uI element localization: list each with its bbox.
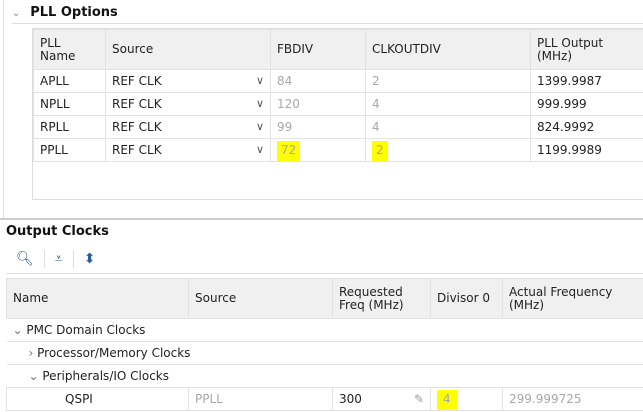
output-clocks-table: Name Source Requested Freq (MHz) Divisor…	[6, 278, 643, 411]
header-fbdiv: FBDIV	[270, 29, 366, 70]
fbdiv-value: 120	[277, 97, 300, 111]
pll-output: 1399.9987	[530, 69, 643, 93]
chevron-down-icon[interactable]: ∨	[255, 143, 264, 156]
splitter[interactable]	[0, 218, 643, 220]
fbdiv-cell[interactable]: 120	[270, 92, 366, 116]
fbdiv-cell[interactable]: 99	[270, 115, 366, 139]
fbdiv-cell[interactable]: 72	[270, 138, 366, 162]
chevron-down-icon[interactable]: ⌄	[12, 323, 27, 337]
pll-name: APLL	[33, 69, 106, 93]
source-select[interactable]: REF CLK ∨	[105, 69, 271, 93]
search-icon[interactable]: 🔍︎	[16, 250, 34, 267]
header-divisor: Divisor 0	[430, 278, 503, 319]
pll-output: 1199.9989	[530, 138, 643, 162]
pll-row: PPLL REF CLK ∨ 72 2 1199.9989	[33, 138, 643, 162]
source-value: REF CLK	[112, 74, 162, 88]
clkoutdiv-cell[interactable]: 2	[365, 138, 531, 162]
group-label: Peripherals/IO Clocks	[42, 369, 170, 383]
source-select[interactable]: REF CLK ∨	[105, 92, 271, 116]
header-clkoutdiv: CLKOUTDIV	[365, 29, 531, 70]
chevron-right-icon[interactable]: ›	[28, 346, 38, 360]
divisor-value: 4	[437, 390, 457, 410]
clkoutdiv-value: 2	[372, 141, 388, 161]
pll-row: RPLL REF CLK ∨ 99 4 824.9992	[33, 115, 643, 139]
group-label: Processor/Memory Clocks	[37, 346, 191, 360]
pll-name: PPLL	[33, 138, 106, 162]
tree-row-processor[interactable]: › Processor/Memory Clocks	[6, 341, 643, 365]
header-pll-name: PLL Name	[33, 29, 106, 70]
tree-row-peripherals[interactable]: ⌄ Peripherals/IO Clocks	[6, 364, 643, 388]
header-pll-output: PLL Output (MHz)	[530, 29, 643, 70]
source-select[interactable]: REF CLK ∨	[105, 115, 271, 139]
fbdiv-value: 84	[277, 74, 293, 88]
requested-value: 300	[339, 392, 362, 406]
left-gutter	[0, 0, 4, 220]
chevron-down-icon[interactable]: ∨	[255, 120, 264, 133]
fbdiv-value: 99	[277, 120, 293, 134]
chevron-down-icon: ⌄	[12, 8, 21, 19]
divisor-cell[interactable]: 4	[430, 387, 503, 411]
expand-all-icon[interactable]: ⬍	[83, 250, 96, 267]
clock-source: PPLL	[188, 387, 333, 411]
clkoutdiv-cell[interactable]: 4	[365, 115, 531, 139]
pll-table: PLL Name Source FBDIV CLKOUTDIV PLL Outp…	[33, 29, 643, 162]
header-name: Name	[6, 278, 189, 319]
collapse-all-icon[interactable]: ⩡	[54, 250, 63, 267]
clkoutdiv-cell[interactable]: 4	[365, 92, 531, 116]
source-value: REF CLK	[112, 143, 162, 157]
header-actual: Actual Frequency (MHz)	[502, 278, 643, 319]
clock-name: QSPI	[6, 387, 189, 411]
clkoutdiv-value: 4	[372, 120, 380, 134]
pll-row: NPLL REF CLK ∨ 120 4 999.999	[33, 92, 643, 116]
source-select[interactable]: REF CLK ∨	[105, 138, 271, 162]
table-row: QSPI PPLL 300 ✎ 4 299.999725	[6, 387, 643, 411]
source-value: REF CLK	[112, 97, 162, 111]
pll-output: 824.9992	[530, 115, 643, 139]
output-toolbar: 🔍︎ ⩡ ⬍	[6, 244, 643, 274]
pencil-icon[interactable]: ✎	[413, 392, 424, 406]
pll-row: APLL REF CLK ∨ 84 2 1399.9987	[33, 69, 643, 93]
output-clocks-title: Output Clocks	[6, 224, 109, 239]
pll-name: NPLL	[33, 92, 106, 116]
fbdiv-cell[interactable]: 84	[270, 69, 366, 93]
clkoutdiv-value: 4	[372, 97, 380, 111]
header-source: Source	[188, 278, 333, 319]
pll-output: 999.999	[530, 92, 643, 116]
pll-table-container: PLL Name Source FBDIV CLKOUTDIV PLL Outp…	[32, 28, 643, 200]
clkoutdiv-cell[interactable]: 2	[365, 69, 531, 93]
pll-title: PLL Options	[30, 5, 118, 20]
actual-freq: 299.999725	[502, 387, 643, 411]
tree-row-pmc[interactable]: ⌄ PMC Domain Clocks	[6, 318, 643, 342]
clkoutdiv-value: 2	[372, 74, 380, 88]
pll-name: RPLL	[33, 115, 106, 139]
header-source: Source	[105, 29, 271, 70]
chevron-down-icon[interactable]: ∨	[255, 74, 264, 87]
fbdiv-value: 72	[277, 141, 301, 161]
source-value: REF CLK	[112, 120, 162, 134]
group-label: PMC Domain Clocks	[26, 323, 146, 337]
chevron-down-icon[interactable]: ∨	[255, 97, 264, 110]
header-requested: Requested Freq (MHz)	[332, 278, 431, 319]
pll-section-header[interactable]: ⌄ PLL Options	[12, 5, 643, 24]
requested-freq-input[interactable]: 300 ✎	[332, 387, 431, 411]
chevron-down-icon[interactable]: ⌄	[28, 369, 43, 383]
